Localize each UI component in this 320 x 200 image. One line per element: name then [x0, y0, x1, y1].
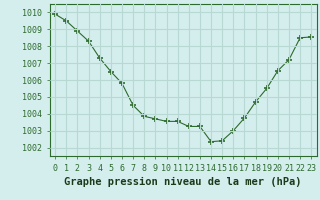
X-axis label: Graphe pression niveau de la mer (hPa): Graphe pression niveau de la mer (hPa) [64, 177, 302, 187]
